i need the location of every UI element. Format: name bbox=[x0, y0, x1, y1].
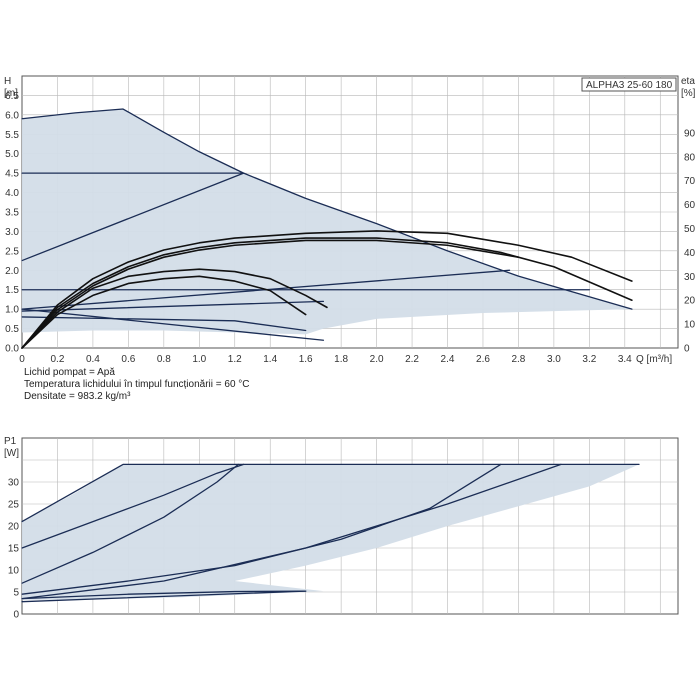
top-series-min-curve bbox=[21, 316, 307, 332]
bottom-operating-area-fill bbox=[22, 464, 639, 600]
top-x-tick-label: 2.6 bbox=[476, 354, 490, 365]
top-y-tick-label: 6.0 bbox=[5, 110, 19, 121]
bottom-series-max-curve bbox=[21, 463, 640, 523]
model-label-box bbox=[581, 77, 677, 92]
bottom-y-tick-label: 0 bbox=[13, 610, 19, 621]
top-y-tick-label: 5.0 bbox=[5, 149, 19, 160]
top-ylabel-right-1: eta bbox=[681, 76, 695, 87]
top-series-min-curve bbox=[21, 308, 325, 341]
top-x-tick-label: 0.6 bbox=[121, 354, 135, 365]
top-x-tick-label: 0 bbox=[19, 354, 25, 365]
top-series-efficiency bbox=[21, 239, 520, 349]
top-tick-labels: 0 0.2 0.4 0.6 0.8 1.0 1.2 1.4 1.6 1.8 2.0 2.2 2.4 2.6… bbox=[5, 91, 695, 365]
top-y-right-tick-label: 10 bbox=[684, 320, 696, 331]
bottom-tick-labels: 0 5 10 15 20 25 30 bbox=[8, 478, 20, 621]
top-x-tick-label: 1.8 bbox=[334, 354, 348, 365]
bottom-ylabel-1: P1 bbox=[4, 436, 17, 447]
top-x-tick-label: 3.0 bbox=[547, 354, 561, 365]
note-temperature: Temperatura lichidului în timpul funcțio… bbox=[24, 379, 250, 390]
top-series-efficiency bbox=[21, 237, 633, 349]
top-x-tick-label: 0.2 bbox=[51, 354, 65, 365]
bottom-series-curve bbox=[21, 463, 562, 600]
top-series-prop-pressure bbox=[21, 172, 245, 262]
top-operating-area bbox=[22, 109, 632, 349]
top-y-right-tick-label: 0 bbox=[684, 344, 690, 355]
top-y-right-tick-label: 70 bbox=[684, 176, 696, 187]
bottom-ylabel-2: [W] bbox=[4, 448, 19, 459]
bottom-series-min-curve bbox=[21, 590, 307, 603]
model-label: ALPHA3 25-60 180 bbox=[586, 80, 673, 91]
top-ylabel-left-1: H bbox=[4, 76, 11, 87]
top-x-tick-label: 2.4 bbox=[441, 354, 455, 365]
top-y-tick-label: 0.0 bbox=[5, 344, 19, 355]
top-x-tick-label: 1.4 bbox=[263, 354, 277, 365]
top-x-tick-label: 2.8 bbox=[511, 354, 525, 365]
top-xlabel: Q [m³/h] bbox=[636, 354, 672, 365]
top-series-efficiency bbox=[21, 268, 328, 349]
top-x-tick-label: 1.0 bbox=[192, 354, 206, 365]
bottom-series-min-curve bbox=[21, 590, 307, 600]
top-y-right-tick-label: 50 bbox=[684, 224, 696, 235]
bottom-y-tick-label: 10 bbox=[8, 566, 20, 577]
top-y-tick-label: 1.5 bbox=[5, 285, 19, 296]
top-y-tick-label: 3.5 bbox=[5, 208, 19, 219]
top-y-right-tick-label: 30 bbox=[684, 272, 696, 283]
top-series-efficiency bbox=[21, 230, 633, 349]
top-x-tick-label: 2.0 bbox=[370, 354, 384, 365]
top-series-efficiency bbox=[21, 275, 307, 349]
top-y-tick-label: 2.5 bbox=[5, 246, 19, 257]
note-liquid: Lichid pompat = Apă bbox=[24, 367, 115, 378]
top-x-tick-label: 3.2 bbox=[582, 354, 596, 365]
bottom-operating-area bbox=[22, 464, 639, 600]
bottom-y-tick-label: 30 bbox=[8, 478, 20, 489]
head-flow-plot: 0 0.2 0.4 0.6 0.8 1.0 1.2 1.4 1.6 1.8 2.0 2.2 2.4 2.6… bbox=[4, 75, 696, 365]
top-y-right-tick-label: 60 bbox=[684, 200, 696, 211]
top-x-tick-label: 3.4 bbox=[618, 354, 632, 365]
bottom-series-curve bbox=[21, 463, 245, 549]
top-series-max-curve bbox=[21, 108, 633, 310]
top-x-tick-label: 1.6 bbox=[299, 354, 313, 365]
top-y-tick-label: 0.5 bbox=[5, 324, 19, 335]
top-y-tick-label: 6.5 bbox=[5, 91, 19, 102]
top-y-tick-label: 5.5 bbox=[5, 130, 19, 141]
top-operating-area-fill bbox=[22, 109, 632, 349]
top-series-group bbox=[21, 108, 633, 349]
bottom-series-curve bbox=[21, 463, 239, 584]
top-x-tick-label: 1.2 bbox=[228, 354, 242, 365]
top-y-tick-label: 2.0 bbox=[5, 266, 19, 277]
top-y-right-tick-label: 90 bbox=[684, 128, 696, 139]
bottom-series-group bbox=[21, 463, 640, 603]
top-y-right-tick-label: 80 bbox=[684, 152, 696, 163]
bottom-y-tick-label: 15 bbox=[8, 544, 20, 555]
top-x-tick-label: 0.4 bbox=[86, 354, 100, 365]
note-density: Densitate = 983.2 kg/m³ bbox=[24, 391, 131, 402]
bottom-y-tick-label: 25 bbox=[8, 500, 20, 511]
top-y-tick-label: 1.0 bbox=[5, 305, 19, 316]
power-flow-plot: 0 5 10 15 20 25 30 P1 [W] bbox=[4, 436, 679, 621]
top-y-tick-label: 4.5 bbox=[5, 169, 19, 180]
top-ylabel-right-2: [%] bbox=[681, 88, 696, 99]
bottom-y-tick-label: 20 bbox=[8, 522, 20, 533]
top-y-right-tick-label: 40 bbox=[684, 248, 696, 259]
top-series-prop-pressure bbox=[21, 300, 325, 312]
top-y-tick-label: 3.0 bbox=[5, 227, 19, 238]
top-ylabel-left-2: [m] bbox=[4, 88, 18, 99]
top-x-tick-label: 2.2 bbox=[405, 354, 419, 365]
bottom-y-tick-label: 5 bbox=[13, 588, 19, 599]
top-x-tick-label: 0.8 bbox=[157, 354, 171, 365]
top-y-right-tick-label: 20 bbox=[684, 296, 696, 307]
top-y-tick-label: 4.0 bbox=[5, 188, 19, 199]
